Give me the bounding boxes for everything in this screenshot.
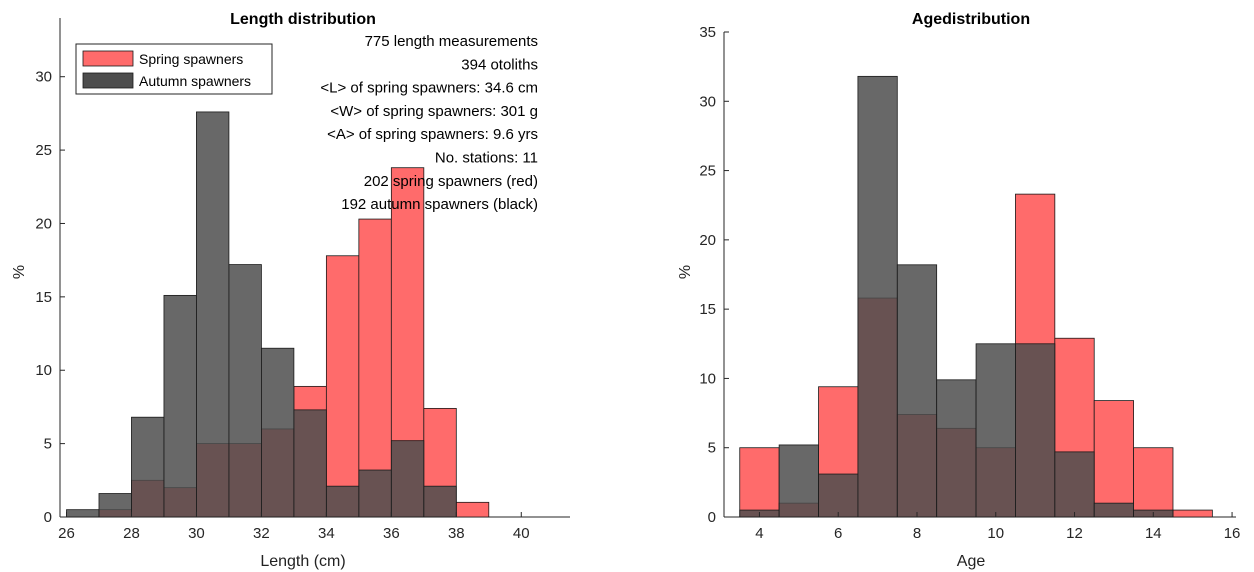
x-axis-label: Age: [957, 553, 986, 570]
annotation-text: 775 length measurements: [365, 33, 538, 50]
histogram-bar: [131, 417, 163, 517]
annotation-text: <L> of spring spawners: 34.6 cm: [320, 80, 538, 97]
x-tick-label: 4: [755, 525, 763, 542]
histogram-bar: [976, 344, 1015, 517]
y-tick-label: 20: [699, 232, 716, 249]
histogram-bar: [391, 441, 423, 517]
histogram-bar: [326, 256, 358, 517]
x-tick-label: 28: [123, 525, 140, 542]
y-tick-label: 30: [35, 69, 52, 86]
legend-label: Autumn spawners: [139, 73, 251, 89]
histogram-bar: [326, 486, 358, 517]
legend: Spring spawners Autumn spawners: [76, 44, 272, 94]
y-tick-label: 5: [708, 440, 716, 457]
x-tick-label: 6: [834, 525, 842, 542]
x-tick-label: 32: [253, 525, 270, 542]
x-tick-label: 40: [513, 525, 530, 542]
chart-title: Length distribution: [230, 11, 376, 28]
histogram-bar: [229, 265, 261, 517]
histogram-bar: [424, 486, 456, 517]
annotation-text: 192 autumn spawners (black): [341, 196, 538, 213]
y-tick-label: 25: [699, 163, 716, 180]
length-distribution-chart: Length distribution % Length (cm) 0 5 10 15…: [11, 11, 570, 570]
x-tick-label: 10: [987, 525, 1004, 542]
x-tick-label: 14: [1145, 525, 1162, 542]
legend-swatch: [83, 73, 133, 88]
y-axis-label: %: [677, 265, 694, 279]
histogram-bar: [819, 474, 858, 517]
annotation-text: <A> of spring spawners: 9.6 yrs: [327, 126, 538, 143]
y-tick-label: 5: [44, 436, 52, 453]
histogram-bar: [456, 502, 488, 517]
histogram-bar: [294, 410, 326, 517]
y-tick-label: 25: [35, 142, 52, 159]
y-tick-label: 0: [44, 509, 52, 526]
y-tick-label: 35: [699, 24, 716, 41]
legend-label: Spring spawners: [139, 51, 243, 67]
histogram-bar: [164, 295, 196, 517]
histogram-bar: [1055, 452, 1094, 517]
histogram-bar: [261, 348, 293, 517]
x-tick-label: 8: [913, 525, 921, 542]
y-axis-label: %: [11, 265, 28, 279]
histogram-bar: [359, 470, 391, 517]
histogram-bar: [196, 112, 228, 517]
y-tick-label: 15: [699, 301, 716, 318]
histogram-bar: [1173, 510, 1212, 517]
age-distribution-chart: Agedistribution % Age 0 5 10 15 20 25 30 35 4 6 8 1…: [677, 11, 1240, 570]
histogram-bar: [1094, 503, 1133, 517]
annotation-text: 394 otoliths: [461, 56, 538, 73]
chart-title: Agedistribution: [912, 11, 1030, 28]
x-tick-label: 30: [188, 525, 205, 542]
annotation-block: 775 length measurements 394 otoliths <L> o…: [320, 33, 538, 213]
x-tick-label: 16: [1224, 525, 1241, 542]
x-tick-label: 26: [58, 525, 75, 542]
x-tick-label: 38: [448, 525, 465, 542]
x-tick-label: 12: [1066, 525, 1083, 542]
histogram-bar: [99, 494, 131, 517]
histogram-bar: [1094, 401, 1133, 517]
y-tick-label: 30: [699, 93, 716, 110]
annotation-text: 202 spring spawners (red): [364, 173, 538, 190]
x-axis-label: Length (cm): [260, 553, 345, 570]
legend-swatch: [83, 51, 133, 66]
histogram-bar: [897, 265, 936, 517]
histogram-bar: [1015, 344, 1054, 517]
histogram-bar: [779, 445, 818, 517]
histogram-bar: [858, 76, 897, 517]
y-tick-label: 10: [699, 370, 716, 387]
x-tick-label: 36: [383, 525, 400, 542]
histogram-bar: [66, 510, 98, 517]
histogram-bar: [740, 448, 779, 517]
y-tick-label: 20: [35, 215, 52, 232]
annotation-text: No. stations: 11: [435, 150, 538, 167]
histogram-bar: [1134, 448, 1173, 517]
y-tick-label: 10: [35, 362, 52, 379]
histogram-bar: [937, 380, 976, 517]
annotation-text: <W> of spring spawners: 301 g: [330, 103, 538, 120]
y-tick-label: 15: [35, 289, 52, 306]
x-tick-label: 34: [318, 525, 335, 542]
y-tick-label: 0: [708, 509, 716, 526]
